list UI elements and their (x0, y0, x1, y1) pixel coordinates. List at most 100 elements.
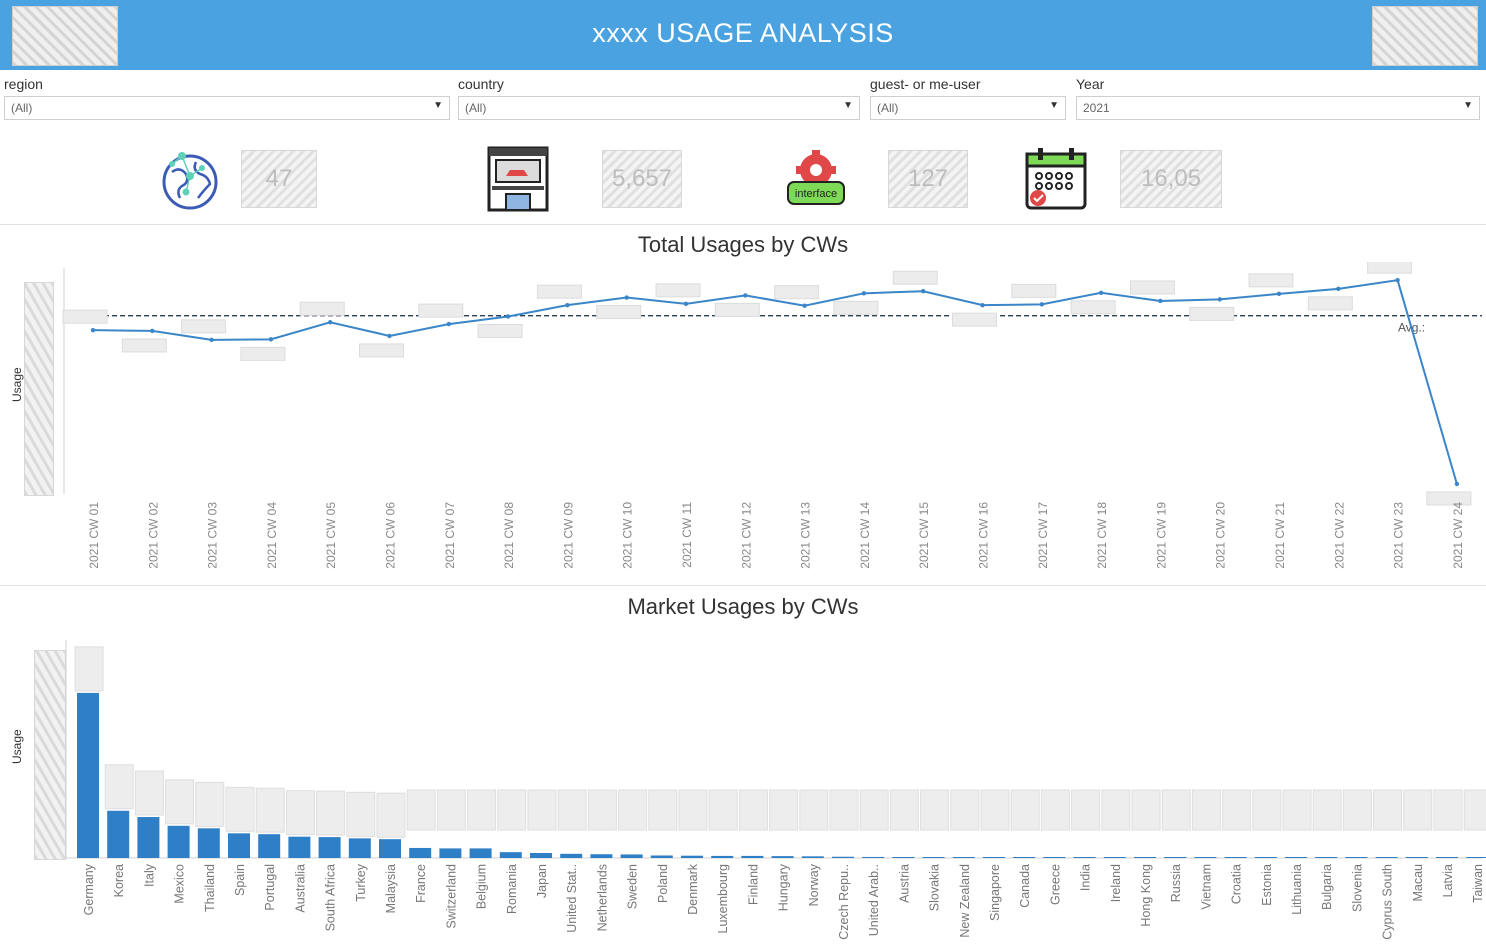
calendar-icon (1024, 146, 1088, 212)
panel-divider (0, 585, 1486, 586)
value-label-placeholder (285, 790, 315, 836)
value-label-placeholder (1131, 789, 1161, 831)
chevron-down-icon: ▼ (843, 100, 853, 111)
x-tick-label: Portugal (263, 864, 277, 911)
filter-label: guest- or me-user (870, 76, 981, 92)
filter-year: Year 2021 ▼ (1076, 76, 1480, 120)
bar (379, 839, 401, 858)
data-label-placeholder (1307, 296, 1353, 311)
kpi-regions-value: 47 (241, 150, 317, 208)
x-tick-label: 2021 CW 22 (1332, 502, 1346, 569)
data-point (505, 314, 511, 319)
x-tick-label: Italy (142, 863, 156, 887)
bar (137, 817, 160, 858)
bar (258, 834, 281, 858)
x-tick-label: Spain (233, 864, 247, 896)
x-tick-label: Canada (1018, 864, 1032, 908)
bar (439, 848, 462, 858)
line-chart: Avg.:2021 CW 01 2021 CW 02 2021 CW 03 2021 … (62, 262, 1482, 569)
data-point (1217, 297, 1222, 302)
filter-country: country (All) ▼ (458, 76, 860, 120)
value-label-placeholder (497, 789, 527, 831)
x-tick-label: 2021 CW 04 (265, 502, 279, 569)
value-label-placeholder (769, 789, 799, 831)
data-point (743, 293, 748, 298)
bar (983, 857, 1005, 858)
data-label-placeholder (655, 283, 701, 298)
value-label-placeholder (74, 646, 104, 692)
x-tick-label: 2021 CW 10 (621, 502, 635, 569)
x-tick-label: Switzerland (444, 864, 458, 929)
dropdown-value: (All) (11, 101, 33, 115)
bar (1315, 857, 1338, 858)
chevron-down-icon: ▼ (1463, 100, 1473, 111)
filter-label: Year (1076, 76, 1105, 92)
globe-icon (158, 146, 222, 212)
dashboard-title: xxxx USAGE ANALYSIS (592, 18, 894, 48)
data-label-placeholder (181, 319, 227, 334)
bar (560, 853, 583, 858)
year-dropdown[interactable]: 2021 ▼ (1076, 96, 1480, 120)
bar (1345, 857, 1368, 858)
x-tick-label: Croatia (1230, 864, 1244, 904)
data-label-placeholder (240, 346, 286, 361)
x-tick-label: United Stat.. (565, 864, 579, 933)
value-label-placeholder (708, 789, 738, 831)
bar (681, 855, 703, 858)
bar (167, 825, 190, 858)
bar (590, 854, 613, 858)
x-tick-label: Japan (535, 864, 549, 898)
line-chart-title: Total Usages by CWs (637, 232, 849, 257)
value-label-placeholder (527, 789, 557, 831)
x-tick-label: 2021 CW 12 (739, 502, 753, 569)
x-tick-label: 2021 CW 05 (324, 502, 338, 569)
data-label-placeholder (1426, 491, 1472, 506)
user-type-dropdown[interactable]: (All) ▼ (870, 96, 1066, 120)
bar (650, 855, 673, 858)
bar (348, 838, 371, 858)
data-point (268, 337, 274, 342)
data-label-placeholder (418, 303, 464, 318)
x-tick-label: Hong Kong (1139, 864, 1153, 927)
bar (1134, 857, 1156, 858)
data-point (1098, 290, 1104, 295)
value-label-placeholder (1040, 789, 1070, 831)
company-logo-left (12, 6, 118, 66)
region-dropdown[interactable]: (All) ▼ (4, 96, 450, 120)
x-tick-label: 2021 CW 06 (384, 502, 398, 569)
data-point (328, 320, 333, 325)
bar (741, 855, 764, 858)
bar (952, 857, 975, 858)
data-point (1454, 481, 1460, 487)
kpi-stores-value: 5,657 (602, 150, 682, 208)
value-label-placeholder (1282, 789, 1312, 831)
data-point (1158, 298, 1163, 304)
x-tick-label: Bulgaria (1320, 864, 1334, 910)
x-tick-label: 2021 CW 02 (146, 502, 160, 569)
bar (832, 856, 854, 858)
x-tick-label: Cyprus South (1381, 864, 1395, 940)
x-tick-label: Czech Repu.. (837, 864, 851, 940)
value-label-placeholder (889, 789, 919, 831)
panel-divider (0, 224, 1486, 225)
bar (1013, 857, 1036, 858)
country-dropdown[interactable]: (All) ▼ (458, 96, 860, 120)
interface-gear-icon: interface (784, 146, 848, 212)
value-label-placeholder (1463, 789, 1486, 831)
line-chart-yaxis-ticks (24, 282, 54, 496)
filter-region: region (All) ▼ (4, 76, 450, 120)
x-tick-label: 2021 CW 11 (680, 502, 694, 568)
data-label-placeholder (359, 343, 404, 358)
x-tick-label: Germany (82, 863, 96, 915)
x-tick-label: 2021 CW 16 (977, 502, 991, 569)
x-tick-label: Ireland (1109, 864, 1123, 902)
x-tick-label: Australia (293, 864, 307, 913)
bar-chart-title: Market Usages by CWs (627, 594, 859, 619)
value-label-placeholder (467, 789, 497, 831)
value-label-placeholder (1373, 789, 1403, 831)
x-tick-label: 2021 CW 19 (1154, 502, 1168, 569)
data-point (387, 333, 392, 339)
value-label-placeholder (618, 789, 648, 831)
x-tick-label: Russia (1169, 864, 1183, 902)
data-label-placeholder (952, 312, 997, 327)
